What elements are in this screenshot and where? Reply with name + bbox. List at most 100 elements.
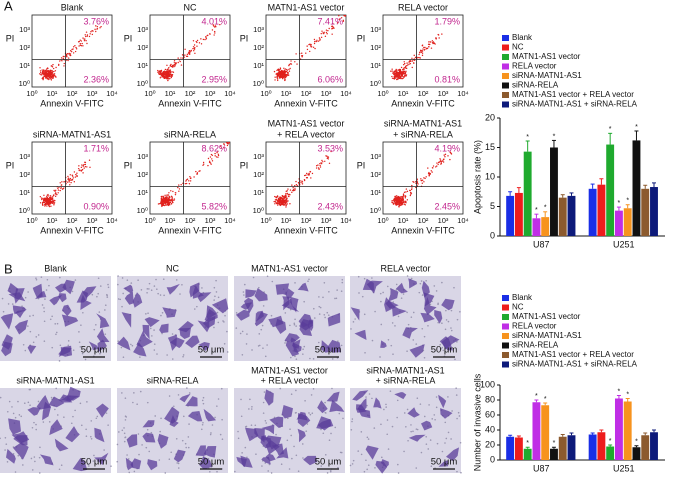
y-axis-label: PI (240, 33, 249, 43)
event-dot (430, 170, 432, 172)
event-dot (400, 200, 402, 203)
cell (177, 321, 194, 333)
event-dot (82, 37, 84, 39)
cell (204, 309, 218, 323)
pore (386, 419, 389, 421)
legend-swatch (502, 73, 509, 79)
pore (42, 421, 45, 423)
pore (117, 298, 120, 300)
cell (199, 456, 213, 470)
significance-mark: * (626, 198, 629, 205)
event-dot (63, 181, 65, 183)
event-dot (208, 160, 211, 162)
plot-title: siRNA-RELA (164, 129, 216, 139)
pore (319, 306, 322, 309)
cell (1, 341, 13, 357)
event-dot (162, 203, 164, 206)
event-dot (80, 45, 83, 47)
event-dot (324, 35, 327, 38)
event-dot (394, 70, 397, 72)
legend-label: MATN1-AS1 vector (512, 312, 581, 321)
y-tick-label: 10³ (370, 25, 381, 34)
pore (392, 301, 395, 303)
cell (96, 403, 109, 418)
x-tick-label: 10¹ (165, 89, 176, 98)
event-dot (284, 201, 286, 203)
event-dot (196, 173, 198, 175)
event-dot (338, 18, 341, 20)
pore (257, 345, 260, 347)
bar (514, 192, 523, 236)
pore (49, 318, 52, 321)
pore (72, 415, 74, 418)
event-dot (177, 61, 179, 64)
event-dot (80, 166, 83, 169)
y-tick-label: 10² (19, 170, 30, 179)
event-dot (85, 31, 88, 33)
event-dot (168, 195, 170, 198)
event-dot (419, 49, 422, 52)
event-dot (99, 27, 101, 29)
event-dot (317, 167, 320, 169)
event-dot (46, 194, 48, 197)
event-dot (283, 67, 285, 70)
pore (339, 451, 342, 454)
pore (55, 387, 57, 390)
event-dot (42, 197, 44, 200)
pore (235, 327, 238, 329)
cell (272, 443, 284, 456)
cell (317, 400, 328, 414)
event-dot (45, 72, 48, 74)
pore (90, 435, 92, 438)
x-tick-label: 10¹ (165, 216, 176, 225)
pore (29, 330, 32, 333)
event-dot (45, 203, 48, 205)
event-dot (421, 179, 424, 181)
pore (4, 449, 6, 451)
event-dot (404, 201, 406, 203)
event-dot (427, 43, 430, 45)
event-dot (185, 179, 188, 181)
pore (213, 326, 215, 329)
pore (421, 294, 424, 296)
pore (338, 412, 341, 415)
event-dot (196, 172, 199, 174)
event-dot (49, 74, 52, 76)
event-dot (211, 160, 214, 162)
x-axis-label: Annexin V-FITC (158, 225, 222, 235)
scale-label: 50 μm (431, 345, 458, 356)
bar (597, 184, 606, 236)
cell (380, 459, 389, 468)
cell (94, 427, 105, 443)
event-dot (443, 154, 445, 156)
event-dot (398, 202, 400, 204)
event-dot (188, 50, 191, 52)
event-dot (327, 156, 330, 158)
pore (117, 283, 119, 286)
event-dot (405, 191, 407, 193)
event-dot (400, 73, 403, 75)
pore (458, 415, 461, 417)
event-dot (44, 201, 46, 204)
scale-label: 50 μm (431, 457, 458, 468)
event-dot (163, 196, 165, 199)
pore (97, 277, 100, 280)
event-dot (401, 203, 403, 206)
scale-label: 50 μm (198, 345, 225, 356)
event-dot (429, 43, 431, 46)
pore (60, 464, 63, 467)
pore (153, 285, 156, 287)
event-dot (189, 176, 191, 178)
event-dot (308, 172, 310, 175)
legend-swatch (502, 314, 509, 320)
cell (438, 394, 447, 409)
pore (99, 352, 101, 355)
event-dot (281, 198, 284, 200)
scale-label: 50 μm (315, 457, 342, 468)
significance-mark: * (535, 207, 538, 214)
cell (187, 411, 203, 422)
event-dot (278, 70, 280, 72)
event-dot (46, 202, 48, 204)
event-dot (39, 67, 41, 69)
